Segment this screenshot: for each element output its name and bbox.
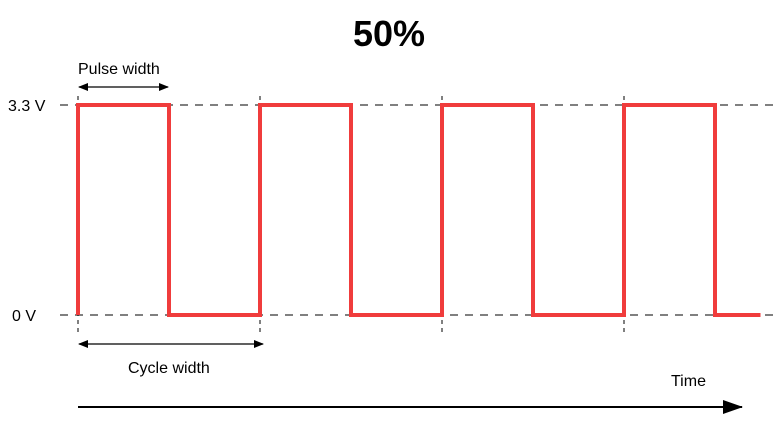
- cycle-width-label: Cycle width: [128, 360, 210, 377]
- duty-cycle-title: 50%: [353, 13, 425, 54]
- time-label: Time: [671, 373, 706, 390]
- low-voltage-label: 0 V: [12, 308, 36, 325]
- pulse-width-label: Pulse width: [78, 61, 160, 78]
- pwm-signal-waveform: [76, 103, 761, 317]
- high-voltage-label: 3.3 V: [8, 98, 46, 115]
